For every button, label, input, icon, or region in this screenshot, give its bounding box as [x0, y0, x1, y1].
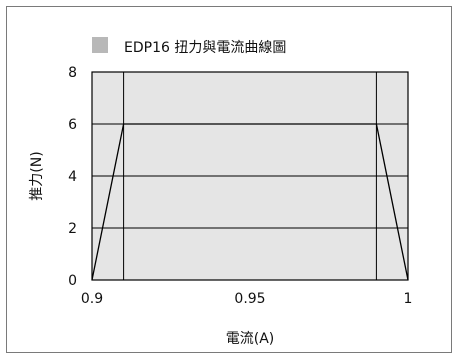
x-tick-label: 0.95: [234, 291, 265, 307]
chart-title: EDP16 扭力與電流曲線圖: [124, 40, 286, 56]
x-tick-label: 1: [404, 291, 413, 307]
y-tick-label: 8: [68, 65, 77, 81]
x-axis-label: 電流(A): [226, 331, 275, 347]
series-line: [91, 123, 409, 281]
y-tick-label: 0: [68, 273, 77, 289]
y-axis-label: 推力(N): [29, 151, 45, 200]
legend-swatch: [92, 37, 108, 53]
y-tick-label: 4: [68, 169, 77, 185]
x-tick-labels: 0.9 0.95 1: [81, 291, 413, 307]
x-tick-label: 0.9: [81, 291, 103, 307]
series: [91, 123, 409, 281]
y-tick-label: 2: [68, 221, 77, 237]
y-tick-labels: 0 2 4 6 8: [68, 65, 77, 289]
y-tick-label: 6: [68, 117, 77, 133]
